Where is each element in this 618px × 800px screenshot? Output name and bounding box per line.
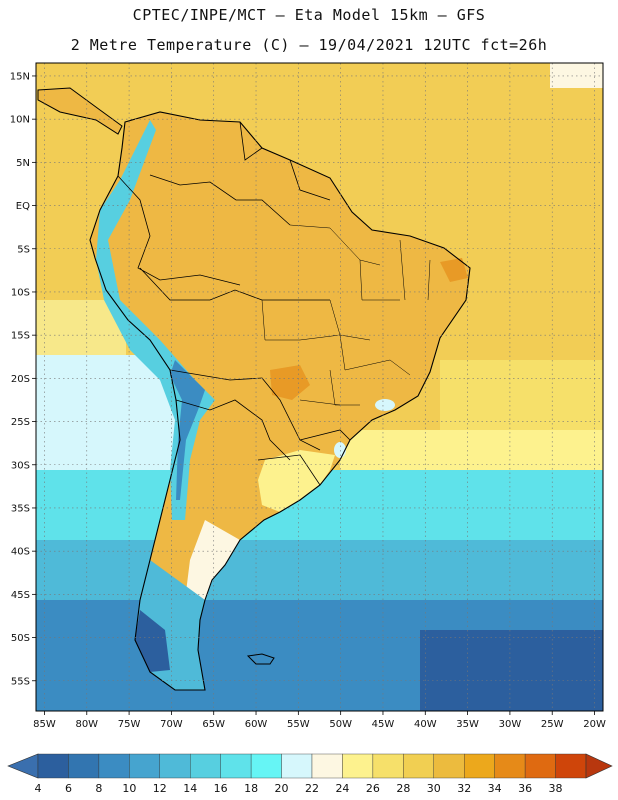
central-america-land	[37, 87, 123, 135]
map-frame	[35, 62, 604, 712]
colorbar-label: 36	[518, 782, 532, 795]
lat-tick-label: 5N	[16, 158, 30, 169]
colorbar-label: 38	[549, 782, 563, 795]
lat-tick-label: 20S	[11, 374, 30, 385]
colorbar-label: 18	[244, 782, 258, 795]
graticule	[36, 63, 603, 711]
colorbar-swatch	[433, 753, 465, 779]
colorbar-label: 26	[366, 782, 380, 795]
colorbar-label: 20	[275, 782, 289, 795]
lon-tick-label: 80W	[75, 719, 98, 730]
lat-tick-label: 30S	[11, 460, 30, 471]
lat-tick-label: 10N	[10, 115, 30, 126]
map-title-line2: 2 Metre Temperature (C) – 19/04/2021 12U…	[70, 36, 548, 54]
colorbar-swatch	[250, 753, 282, 779]
lon-tick-label: 35W	[456, 719, 479, 730]
colorbar-label: 14	[183, 782, 197, 795]
colorbar-swatch	[159, 753, 191, 779]
colorbar-label: 12	[153, 782, 167, 795]
colorbar-label: 6	[65, 782, 72, 795]
south-highland-cool	[334, 442, 346, 458]
lat-tick-label: 10S	[11, 287, 30, 298]
colorbar-swatch	[524, 753, 556, 779]
lon-tick-label: 20W	[583, 719, 606, 730]
lon-tick-label: 65W	[202, 719, 225, 730]
falklands-islands	[246, 653, 275, 665]
colorbar-label: 8	[95, 782, 102, 795]
lat-tick-label: 5S	[17, 244, 30, 255]
colorbar-label: 24	[335, 782, 349, 795]
lat-tick-label: 35S	[11, 503, 30, 514]
latitude-axis: 15N 10N 5N EQ 5S 10S 15S 20S 25S 30S 35S 40S 45S 50S 5…	[10, 71, 36, 687]
colorbar-label: 10	[122, 782, 136, 795]
colorbar-swatch	[220, 753, 252, 779]
colorbar-label: 16	[214, 782, 228, 795]
colorbar-swatch	[372, 753, 404, 779]
lat-tick-label: 55S	[11, 676, 30, 687]
lon-tick-label: 60W	[245, 719, 268, 730]
temperature-field	[36, 63, 603, 711]
state-borders	[261, 224, 431, 406]
colorbar-label: 30	[427, 782, 441, 795]
ocean-cold-band	[36, 540, 603, 610]
colorbar-under-arrow	[7, 753, 39, 779]
lon-tick-label: 85W	[33, 719, 56, 730]
country-borders	[117, 121, 351, 486]
lat-tick-label: EQ	[16, 201, 30, 212]
colorbar-label: 4	[35, 782, 42, 795]
northeast-hot-spot	[440, 258, 468, 282]
colorbar-swatch	[494, 753, 526, 779]
colorbar-swatch	[68, 753, 100, 779]
lon-tick-label: 70W	[160, 719, 183, 730]
lat-tick-label: 25S	[11, 417, 30, 428]
central-hot-spot	[270, 365, 310, 400]
colorbar-label: 32	[457, 782, 471, 795]
lon-tick-label: 40W	[414, 719, 437, 730]
south-temperate-plain	[258, 450, 335, 512]
lon-tick-label: 75W	[118, 719, 141, 730]
colorbar-swatch	[281, 753, 313, 779]
lat-tick-label: 40S	[11, 547, 30, 558]
lon-tick-label: 30W	[499, 719, 522, 730]
lat-tick-label: 15N	[10, 71, 30, 82]
colorbar-swatch	[403, 753, 434, 779]
southeast-highland-cool	[375, 399, 395, 411]
andes-cold-core	[170, 360, 205, 500]
colorbar-swatch	[129, 753, 160, 779]
colorbar: 4 6 8 10 12 14 16 18 20 22 24 26 28 30 32 34 36 38	[7, 753, 613, 795]
lat-tick-label: 50S	[11, 633, 30, 644]
longitude-axis: 85W 80W 75W 70W 65W 60W 55W 50W 45W 40W 35W 30W 25W 2…	[33, 711, 606, 730]
lon-tick-label: 50W	[329, 719, 352, 730]
colorbar-swatch	[190, 753, 221, 779]
map-title-line1: CPTEC/INPE/MCT – Eta Model 15km – GFS	[132, 6, 486, 24]
colorbar-label: 28	[396, 782, 410, 795]
colorbar-swatch	[464, 753, 495, 779]
lon-tick-label: 25W	[541, 719, 564, 730]
colorbar-swatch	[555, 753, 587, 779]
continent-coastline	[89, 111, 471, 691]
patagonia-cool	[185, 520, 240, 620]
pacific-cool-band	[36, 355, 176, 475]
colorbar-label: 22	[305, 782, 319, 795]
colorbar-swatch	[98, 753, 130, 779]
colorbar-swatch	[311, 753, 343, 779]
lon-tick-label: 55W	[287, 719, 310, 730]
colorbar-label: 34	[488, 782, 502, 795]
south-america-land	[90, 112, 470, 690]
lon-tick-label: 45W	[372, 719, 395, 730]
caribbean-mild-patch	[550, 63, 603, 88]
colorbar-swatch	[342, 753, 374, 779]
lat-tick-label: 45S	[11, 590, 30, 601]
colorbar-swatch	[37, 753, 69, 779]
tierra-del-fuego-cold	[135, 610, 170, 672]
lat-tick-label: 15S	[11, 331, 30, 342]
colorbar-over-arrow	[585, 753, 613, 779]
ocean-coldest-band	[420, 630, 603, 711]
